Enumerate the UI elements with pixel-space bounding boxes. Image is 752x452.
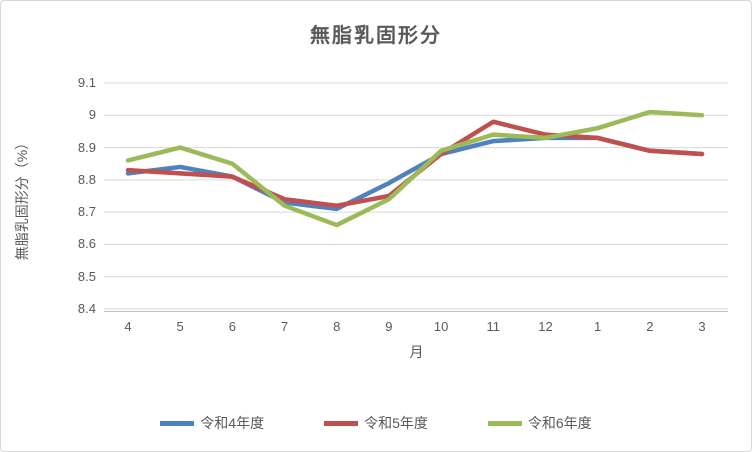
x-tick-label: 5: [176, 318, 184, 334]
legend-item-0: 令和4年度: [160, 413, 264, 433]
x-tick-label: 12: [538, 318, 553, 334]
series-line-1: [125, 119, 705, 208]
legend-item-1: 令和5年度: [324, 413, 428, 433]
chart-title: 無脂乳固形分: [310, 25, 442, 47]
y-tick-label: 8.9: [77, 139, 96, 155]
x-tick-label: 2: [646, 318, 654, 334]
legend-line-marker: [487, 420, 522, 426]
x-tick-label: 6: [228, 318, 236, 334]
y-tick-label: 8.5: [77, 268, 96, 284]
y-tick-label: 8.4: [77, 301, 96, 316]
legend-label: 令和6年度: [527, 415, 592, 431]
legend-item-2: 令和6年度: [487, 413, 592, 433]
x-tick-label: 8: [333, 318, 341, 334]
x-tick-label: 3: [698, 318, 706, 334]
legend-line-marker: [324, 420, 359, 426]
x-tick-label: 7: [280, 318, 289, 334]
y-tick-label: 8.6: [77, 236, 96, 252]
legend-line-marker: [160, 420, 195, 426]
y-tick-label: 9.1: [77, 75, 96, 90]
series-line-2: [125, 109, 705, 228]
x-tick-label: 1: [594, 318, 602, 334]
legend-label: 令和4年度: [200, 415, 265, 431]
y-tick-label: 8.7: [77, 204, 96, 220]
legend-label: 令和5年度: [364, 415, 428, 431]
y-tick-label: 9: [88, 107, 96, 123]
x-tick-label: 4: [124, 318, 132, 334]
x-tick-label: 9: [385, 318, 393, 334]
y-tick-label: 8.8: [77, 171, 96, 187]
x-tick-label: 11: [486, 318, 501, 334]
legend: 令和4年度 令和5年度 令和6年度: [1, 413, 751, 433]
x-tick-label: 10: [433, 318, 449, 334]
x-axis-title: 月: [409, 344, 424, 360]
